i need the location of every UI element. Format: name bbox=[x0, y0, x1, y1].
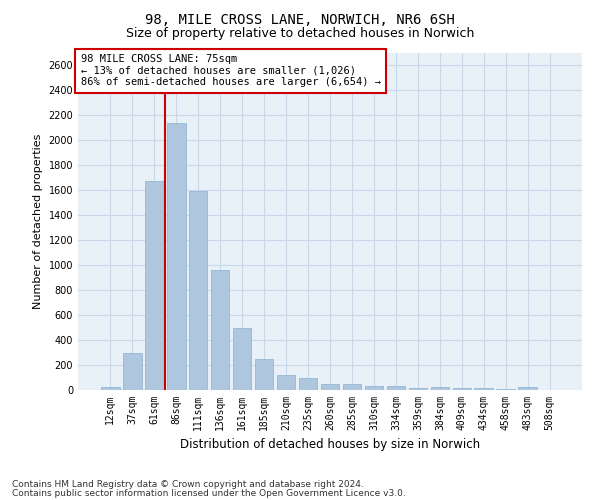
Y-axis label: Number of detached properties: Number of detached properties bbox=[33, 134, 43, 309]
Bar bbox=[452, 388, 471, 390]
Bar bbox=[343, 384, 361, 390]
Bar bbox=[320, 384, 340, 390]
Text: Size of property relative to detached houses in Norwich: Size of property relative to detached ho… bbox=[126, 28, 474, 40]
Bar bbox=[211, 270, 229, 390]
Bar bbox=[233, 328, 251, 390]
Bar bbox=[123, 352, 142, 390]
Bar bbox=[299, 378, 317, 390]
Bar bbox=[167, 122, 185, 390]
Bar bbox=[255, 359, 274, 390]
Text: Contains HM Land Registry data © Crown copyright and database right 2024.: Contains HM Land Registry data © Crown c… bbox=[12, 480, 364, 489]
Bar bbox=[101, 387, 119, 390]
X-axis label: Distribution of detached houses by size in Norwich: Distribution of detached houses by size … bbox=[180, 438, 480, 452]
Bar bbox=[518, 387, 537, 390]
Bar bbox=[409, 388, 427, 390]
Bar bbox=[431, 387, 449, 390]
Bar bbox=[475, 388, 493, 390]
Text: Contains public sector information licensed under the Open Government Licence v3: Contains public sector information licen… bbox=[12, 489, 406, 498]
Bar bbox=[145, 181, 164, 390]
Bar bbox=[277, 375, 295, 390]
Bar bbox=[386, 386, 405, 390]
Text: 98 MILE CROSS LANE: 75sqm
← 13% of detached houses are smaller (1,026)
86% of se: 98 MILE CROSS LANE: 75sqm ← 13% of detac… bbox=[80, 54, 380, 88]
Bar bbox=[189, 191, 208, 390]
Bar bbox=[365, 386, 383, 390]
Text: 98, MILE CROSS LANE, NORWICH, NR6 6SH: 98, MILE CROSS LANE, NORWICH, NR6 6SH bbox=[145, 12, 455, 26]
